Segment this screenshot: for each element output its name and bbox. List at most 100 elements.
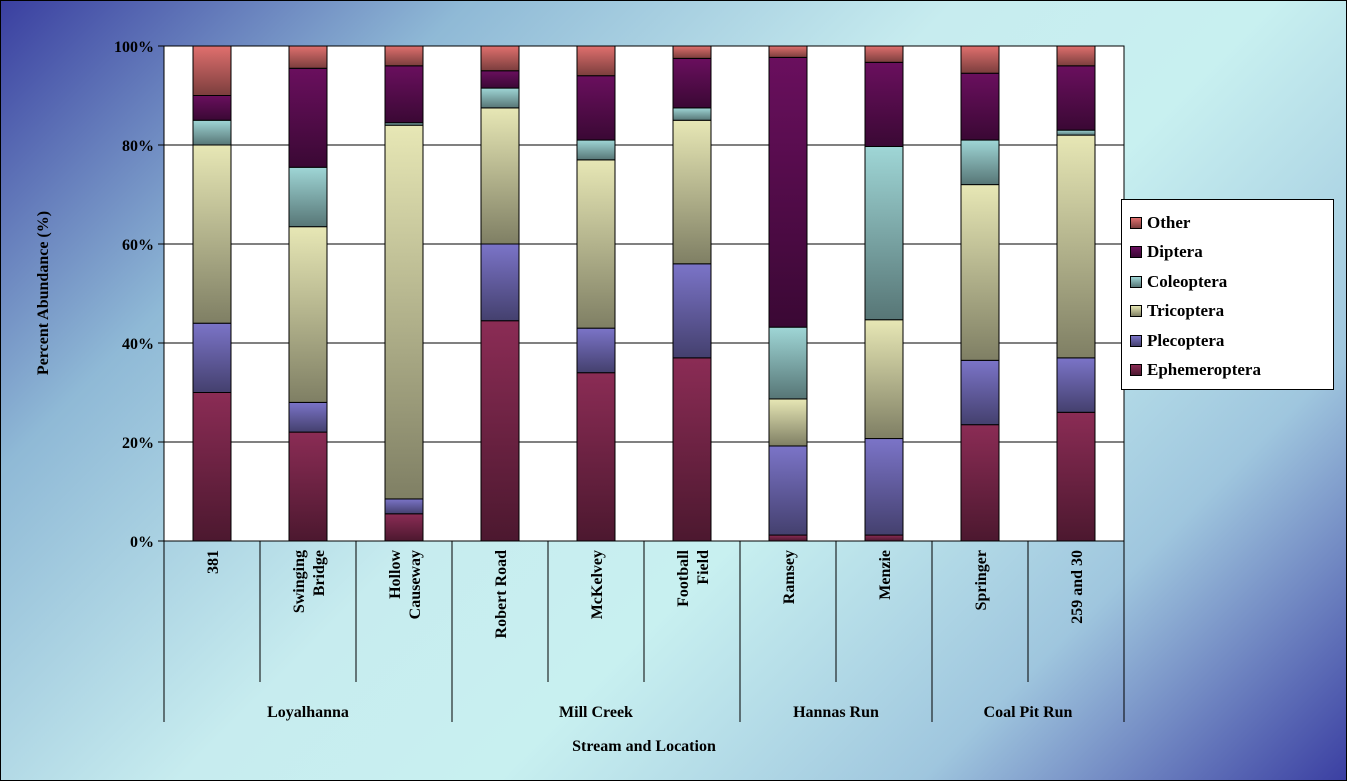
legend-item-tricoptera: Tricoptera <box>1122 297 1333 327</box>
y-tick-label: 100% <box>114 39 154 56</box>
x-tick-label-group: McKelvey <box>589 550 606 619</box>
bar-diptera-7 <box>864 61 904 147</box>
bar-tricoptera-3 <box>480 107 520 245</box>
bar-ephemeroptera-7 <box>864 534 904 542</box>
bar-diptera-4 <box>576 75 616 141</box>
y-tick-label: 0% <box>130 534 154 551</box>
bar-tricoptera-0 <box>192 144 232 324</box>
bar-ephemeroptera-8 <box>960 424 1000 542</box>
x-tick-label-group: Robert Road <box>493 550 510 639</box>
bar-plecoptera-1 <box>288 401 328 433</box>
bar-tricoptera-2 <box>384 124 424 500</box>
bars <box>192 45 1096 542</box>
x-axis: 381 Swinging Bridge Hollow Causeway Robert Ro… <box>163 541 1125 722</box>
legend-label: Tricoptera <box>1147 301 1225 321</box>
x-axis-title: Stream and Location <box>572 738 716 755</box>
bar-tricoptera-1 <box>288 226 328 403</box>
legend-swatch <box>1130 246 1142 259</box>
legend-label: Other <box>1147 212 1191 232</box>
bar-ephemeroptera-9 <box>1056 411 1096 542</box>
bar-other-8 <box>960 45 1000 74</box>
x-group-label: Coal Pit Run <box>984 704 1073 721</box>
bar-plecoptera-8 <box>960 359 1000 426</box>
x-tick-label-group: Springer <box>973 550 990 610</box>
bar-other-4 <box>576 45 616 77</box>
bar-ephemeroptera-5 <box>672 357 712 542</box>
legend-label: Diptera <box>1147 242 1203 262</box>
x-tick-label: McKelvey <box>589 550 606 619</box>
y-tick-label: 20% <box>122 435 154 452</box>
bar-other-2 <box>384 45 424 67</box>
bar-coleoptera-5 <box>672 107 712 121</box>
legend-label: Ephemeroptera <box>1147 360 1261 380</box>
bar-coleoptera-6 <box>768 326 808 400</box>
bar-plecoptera-3 <box>480 243 520 322</box>
x-group-label: Mill Creek <box>559 704 633 721</box>
bar-tricoptera-9 <box>1056 134 1096 359</box>
bar-other-0 <box>192 45 232 96</box>
bar-coleoptera-8 <box>960 139 1000 186</box>
x-tick-label-group: 381 <box>205 550 222 574</box>
bar-coleoptera-7 <box>864 145 904 321</box>
bar-plecoptera-9 <box>1056 357 1096 413</box>
y-axis: 0% 20% 40% 60% 80% 100% <box>114 39 164 551</box>
legend-item-ephemeroptera: Ephemeroptera <box>1122 356 1333 386</box>
bar-other-9 <box>1056 45 1096 67</box>
x-tick-label: Hollow <box>387 550 404 599</box>
legend-item-other: Other <box>1122 208 1333 238</box>
legend-swatch <box>1130 364 1142 377</box>
bar-coleoptera-1 <box>288 166 328 228</box>
x-tick-label: Swinging <box>291 550 308 613</box>
bar-ephemeroptera-2 <box>384 513 424 542</box>
x-tick-label-group: 259 and 30 <box>1069 550 1086 624</box>
legend-label: Plecoptera <box>1147 330 1225 350</box>
bar-plecoptera-7 <box>864 438 904 536</box>
bar-other-3 <box>480 45 520 72</box>
x-tick-label: 259 and 30 <box>1069 550 1086 624</box>
legend-item-coleoptera: Coleoptera <box>1122 267 1333 297</box>
bar-tricoptera-5 <box>672 119 712 265</box>
x-tick-label-group: Ramsey <box>781 550 798 604</box>
legend-swatch <box>1130 216 1142 229</box>
bar-coleoptera-0 <box>192 119 232 146</box>
bar-plecoptera-2 <box>384 498 424 515</box>
bar-ephemeroptera-3 <box>480 320 520 542</box>
x-group-label: Hannas Run <box>793 704 879 721</box>
bar-tricoptera-7 <box>864 319 904 440</box>
legend-item-plecoptera: Plecoptera <box>1122 326 1333 356</box>
bar-diptera-3 <box>480 70 520 89</box>
x-tick-label-group: Football Field <box>675 549 712 606</box>
x-tick-label: Menzie <box>877 550 894 600</box>
bar-plecoptera-5 <box>672 263 712 359</box>
bar-diptera-5 <box>672 57 712 109</box>
x-tick-label: Football <box>675 549 692 606</box>
bar-diptera-9 <box>1056 65 1096 131</box>
x-tick-label: Field <box>695 550 712 585</box>
bar-diptera-2 <box>384 65 424 124</box>
legend-swatch <box>1130 305 1142 318</box>
legend-swatch <box>1130 275 1142 288</box>
bar-other-7 <box>864 45 904 63</box>
bar-diptera-1 <box>288 67 328 168</box>
x-tick-label-group: Swinging Bridge <box>291 550 328 613</box>
bar-coleoptera-4 <box>576 139 616 161</box>
x-tick-label: Bridge <box>311 550 328 596</box>
legend-item-diptera: Diptera <box>1122 238 1333 268</box>
x-tick-label: Springer <box>973 550 990 610</box>
bar-ephemeroptera-6 <box>768 534 808 542</box>
bar-plecoptera-0 <box>192 322 232 394</box>
x-tick-label: Causeway <box>407 550 424 619</box>
x-tick-label-group: Hollow Causeway <box>387 550 424 620</box>
bar-other-6 <box>768 45 808 58</box>
bar-tricoptera-4 <box>576 159 616 329</box>
bar-tricoptera-8 <box>960 184 1000 361</box>
bar-diptera-6 <box>768 56 808 328</box>
bar-ephemeroptera-4 <box>576 372 616 542</box>
bar-ephemeroptera-1 <box>288 431 328 542</box>
bar-diptera-8 <box>960 72 1000 141</box>
y-tick-label: 80% <box>122 138 154 155</box>
y-tick-label: 60% <box>122 237 154 254</box>
y-axis-title: Percent Abundance (%) <box>35 211 52 375</box>
legend: Other Diptera Coleoptera Tricoptera Plecopte… <box>1121 199 1334 390</box>
